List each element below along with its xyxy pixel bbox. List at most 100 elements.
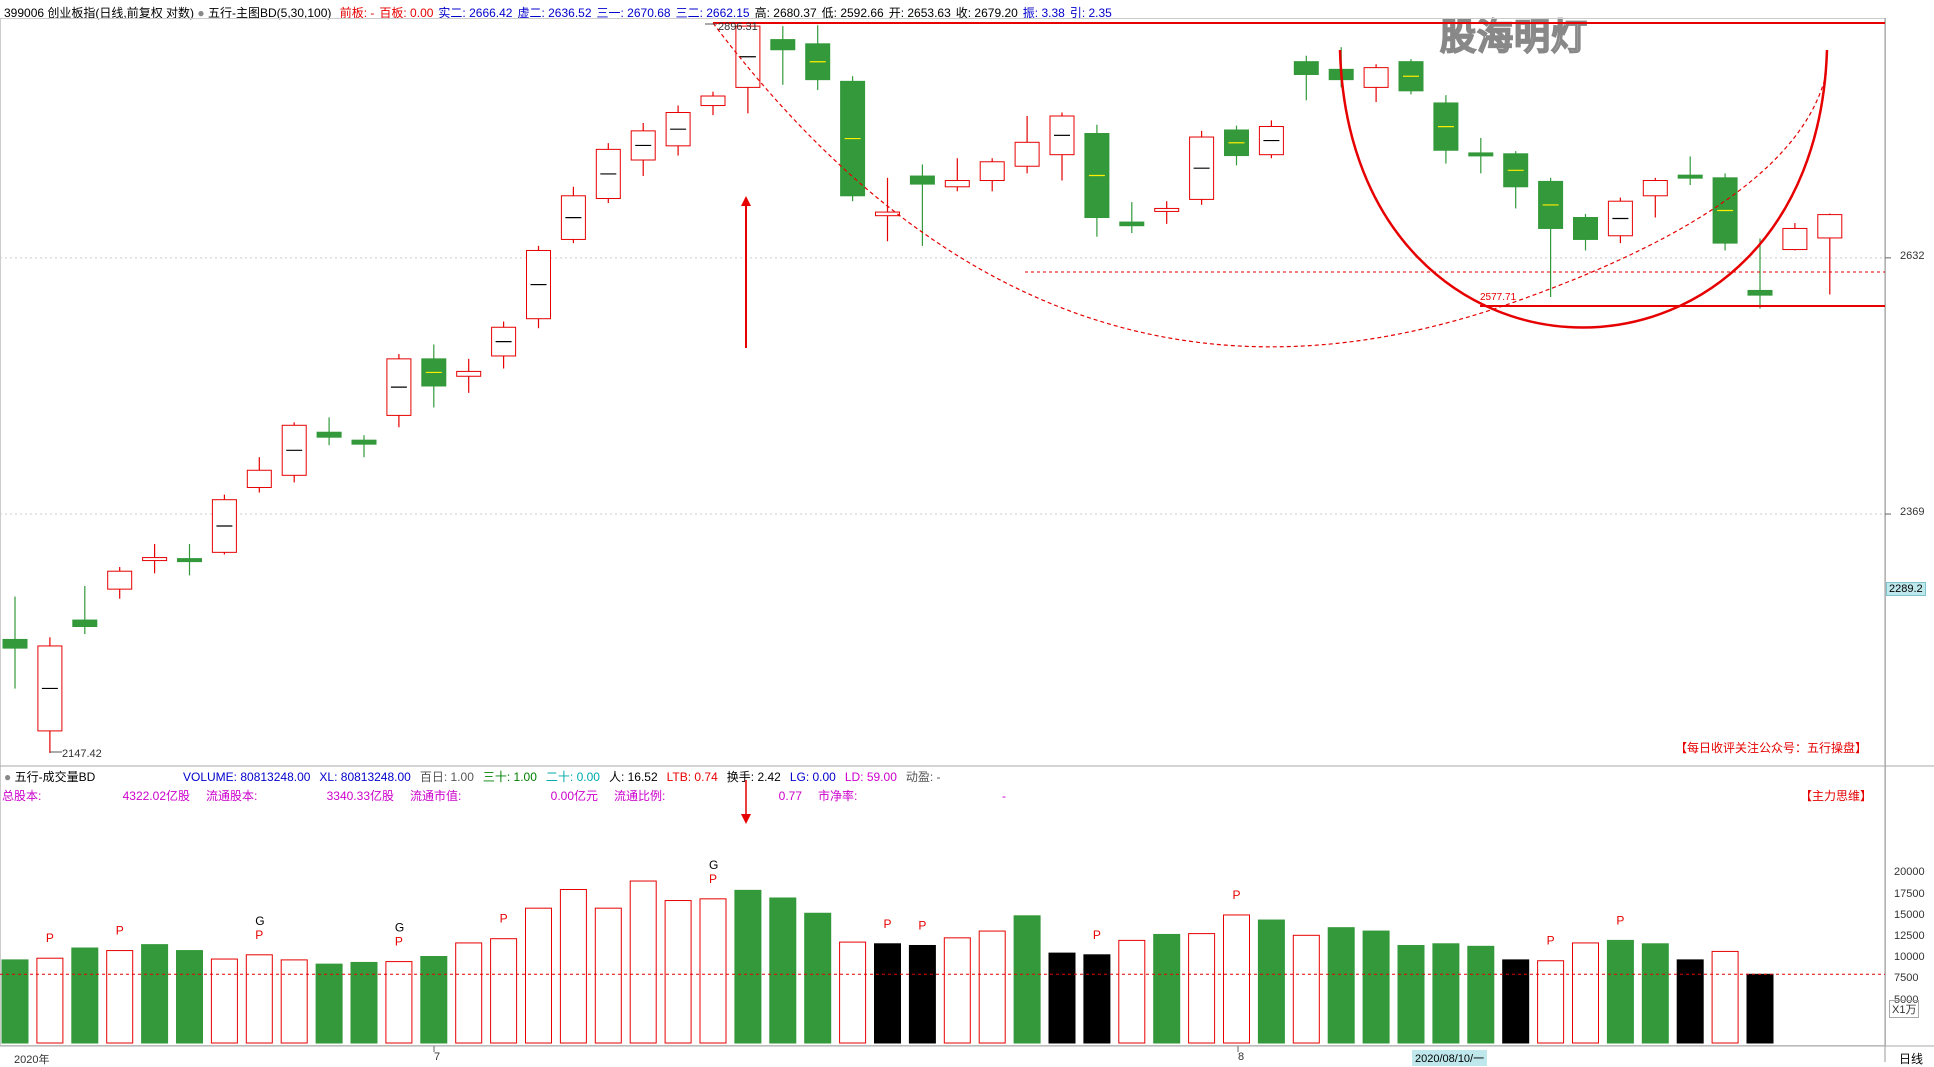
volume-bar	[664, 900, 692, 1044]
candle-body	[909, 175, 935, 185]
candle-body	[1293, 61, 1319, 75]
volume-marker-g: G	[395, 921, 404, 935]
candle-body	[944, 180, 970, 188]
volume-y-tick: 10000	[1894, 951, 1925, 964]
volume-marker-p: P	[500, 912, 508, 926]
volume-bar	[1572, 942, 1599, 1044]
volume-bar	[525, 907, 552, 1044]
fundamental-label: 流通比例:	[614, 789, 666, 803]
value-item: 低: 2592.66	[821, 6, 884, 20]
volume-bar	[629, 880, 657, 1044]
volume-bar	[1362, 930, 1390, 1044]
down-arrow-head	[741, 814, 751, 824]
x-label-year: 2020年	[14, 1054, 50, 1066]
volume-bar	[490, 938, 518, 1044]
value-item: XL: 80813248.00	[319, 770, 411, 784]
candle-body	[456, 370, 482, 377]
candle-body	[1817, 214, 1843, 239]
fundamental-label: 流通市值:	[410, 789, 462, 803]
candle-body	[700, 95, 726, 107]
volume-bar	[385, 961, 413, 1044]
volume-bar	[1397, 944, 1425, 1044]
volume-marker-p: P	[1616, 913, 1624, 927]
fundamental-label: 总股本:	[2, 789, 42, 803]
volume-marker-g: G	[709, 858, 718, 872]
candle-body	[2, 638, 28, 649]
cup-low-label: 2577.71	[1480, 292, 1517, 303]
chart-header: 399006 创业板指(日线,前复权 对数) ● 五行-主图BD(5,30,10…	[4, 4, 1112, 21]
volume-marker-p: P	[1547, 934, 1555, 948]
candle-body	[1782, 227, 1808, 251]
x-label-july: 7	[434, 1051, 441, 1063]
candle-body	[316, 431, 342, 438]
candle-body	[1363, 67, 1389, 88]
fundamental-value: 0.00亿元	[550, 789, 598, 803]
volume-y-tick: 15000	[1894, 908, 1925, 921]
volume-bar	[1083, 954, 1111, 1044]
volume-bar	[1, 959, 29, 1044]
volume-y-tick: 7500	[1894, 972, 1919, 985]
fundamental-label: 流通股本:	[206, 789, 258, 803]
volume-bar	[315, 963, 343, 1044]
volume-bar	[176, 950, 203, 1044]
value-item: 高: 2680.37	[754, 6, 817, 20]
collapse-dot-icon[interactable]: ●	[197, 6, 205, 20]
volume-marker-p: P	[918, 918, 926, 932]
volume-bar	[1432, 943, 1460, 1044]
value-item: 三十: 1.00	[482, 770, 537, 784]
volume-bar	[769, 897, 797, 1044]
volume-bar	[1676, 959, 1704, 1044]
candle-body	[1677, 174, 1703, 179]
value-item: 前板: -	[339, 6, 375, 20]
value-item: 虚二: 2636.52	[517, 6, 592, 20]
main-indicator-name[interactable]: 五行-主图BD(5,30,100)	[208, 6, 332, 20]
cup-arc	[1338, 49, 1829, 329]
volume-bar	[1118, 939, 1146, 1044]
volume-bar	[1502, 959, 1530, 1044]
volume-bar	[141, 944, 169, 1044]
volume-indicator-name[interactable]: 五行-成交量BD	[14, 770, 96, 784]
value-item: 三一: 2670.68	[596, 6, 671, 20]
volume-bar	[1257, 919, 1285, 1044]
volume-bar	[804, 912, 832, 1044]
fundamental-value: 4322.02亿股	[122, 789, 190, 803]
x-label-august: 8	[1238, 1051, 1245, 1063]
volume-bar	[455, 942, 483, 1044]
volume-bar	[1223, 914, 1250, 1044]
volume-bar	[1467, 945, 1495, 1044]
candle-body	[1014, 141, 1040, 167]
value-item: 引: 2.35	[1069, 6, 1112, 20]
cursor-date-tag: 2020/08/10/一	[1412, 1050, 1488, 1066]
volume-bar	[1641, 943, 1669, 1044]
volume-bar	[245, 954, 273, 1044]
volume-marker-p: P	[709, 872, 717, 886]
volume-bar	[1537, 960, 1565, 1044]
volume-marker-p: P	[1233, 888, 1241, 902]
value-item: 振: 3.38	[1022, 6, 1065, 20]
volume-bar	[1711, 950, 1739, 1044]
candle-body	[72, 619, 98, 628]
period-label[interactable]: 日线	[1899, 1052, 1924, 1066]
volume-bar	[1048, 952, 1076, 1044]
collapse-dot-icon[interactable]: ●	[4, 770, 12, 784]
value-item: 动盈: -	[905, 770, 941, 784]
candle-body	[1119, 221, 1145, 227]
value-item: 实二: 2666.42	[438, 6, 513, 20]
volume-header: ● 五行-成交量BD	[4, 768, 95, 785]
value-item: 人: 16.52	[608, 770, 658, 784]
volume-bar	[1292, 934, 1320, 1044]
value-item: 三二: 2662.15	[675, 6, 750, 20]
fundamental-value: 0.77	[778, 789, 802, 803]
volume-marker-p: P	[255, 928, 263, 942]
volume-note: 【主力思维】	[1800, 789, 1873, 803]
volume-bar	[734, 889, 762, 1044]
candle-body	[1747, 289, 1773, 296]
header-values: 前板: - 百板: 0.00 实二: 2666.42 虚二: 2636.52 三一: 2…	[335, 6, 1112, 20]
value-item: 开: 2653.63	[888, 6, 951, 20]
candle-body	[1573, 217, 1598, 240]
volume-bar	[280, 959, 308, 1044]
candle-body	[1642, 180, 1668, 197]
plot-frame	[0, 18, 1886, 1046]
volume-y-tick: 5000	[1894, 993, 1919, 1006]
